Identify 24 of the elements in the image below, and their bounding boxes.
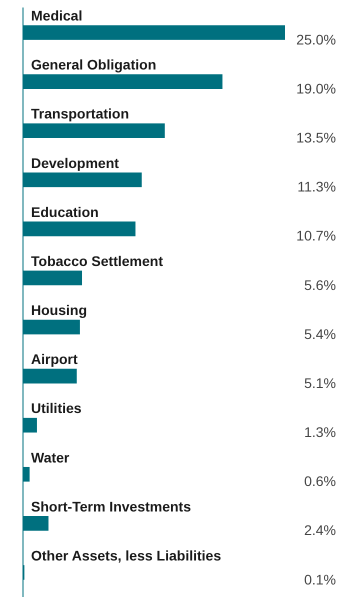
y-tick-label: Education <box>31 204 99 220</box>
y-tick-label: Utilities <box>31 400 82 416</box>
y-tick-label: Transportation <box>31 106 130 122</box>
data-label: 0.6% <box>304 473 336 490</box>
y-tick-label: Water <box>31 449 70 466</box>
y-tick-label: Tobacco Settlement <box>31 252 164 269</box>
data-label: 0.1% <box>304 571 336 588</box>
data-label: 5.6% <box>304 276 336 293</box>
data-label: 11.3% <box>297 178 336 195</box>
y-tick-label: Short-Term Investments <box>31 498 192 514</box>
data-label: 1.3% <box>304 424 336 440</box>
y-tick-label: Housing <box>31 302 87 318</box>
y-tick-label: Other Assets, less Liabilities <box>31 547 222 564</box>
y-tick-label: Medical <box>31 8 82 24</box>
data-label: 10.7% <box>296 228 336 244</box>
y-tick-label: General Obligation <box>31 56 156 73</box>
data-label: 13.5% <box>296 130 336 146</box>
data-label: 19.0% <box>296 80 336 96</box>
data-label: 5.4% <box>304 326 336 342</box>
y-tick-label: Development <box>31 154 120 171</box>
data-label: 5.1% <box>304 374 336 391</box>
data-label: 25.0% <box>296 31 336 48</box>
data-label: 2.4% <box>304 522 336 538</box>
y-tick-label: Airport <box>31 351 78 368</box>
